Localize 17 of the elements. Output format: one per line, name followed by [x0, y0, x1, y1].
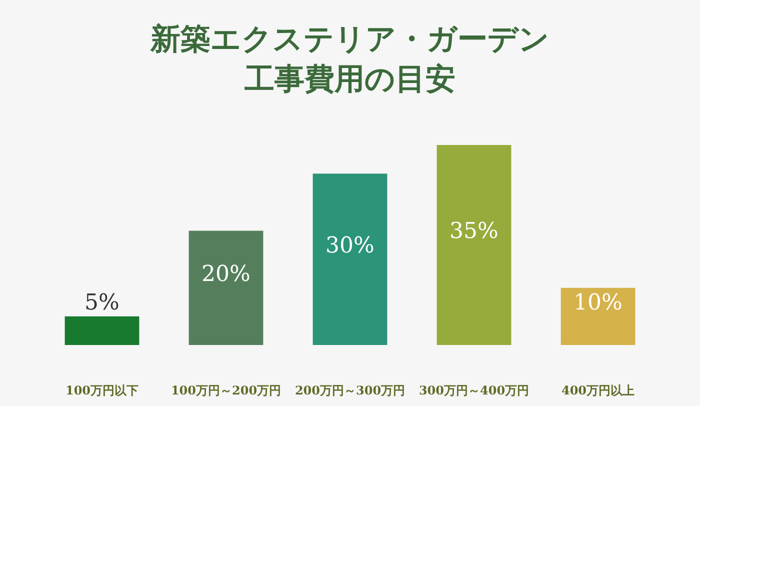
bar [436, 145, 512, 345]
x-tick-label: 100万円以下 [65, 384, 139, 398]
data-label: 30% [326, 233, 374, 258]
x-tick-label: 100万円～200万円 [170, 384, 282, 398]
x-tick-label: 300万円～400万円 [418, 384, 530, 398]
bar [560, 288, 636, 345]
bar [312, 174, 388, 345]
x-tick-label: 200万円～300万円 [294, 384, 406, 398]
x-tick-label: 400万円以上 [561, 384, 635, 398]
data-label: 5% [84, 290, 120, 316]
data-label: 10% [574, 290, 622, 316]
text: 工事費用の目安 [244, 62, 456, 97]
data-label: 35% [450, 219, 498, 244]
bar [64, 316, 140, 345]
text: 新築エクステリア・ガーデン [150, 22, 550, 57]
bar [188, 230, 264, 345]
data-label: 20% [202, 262, 250, 287]
